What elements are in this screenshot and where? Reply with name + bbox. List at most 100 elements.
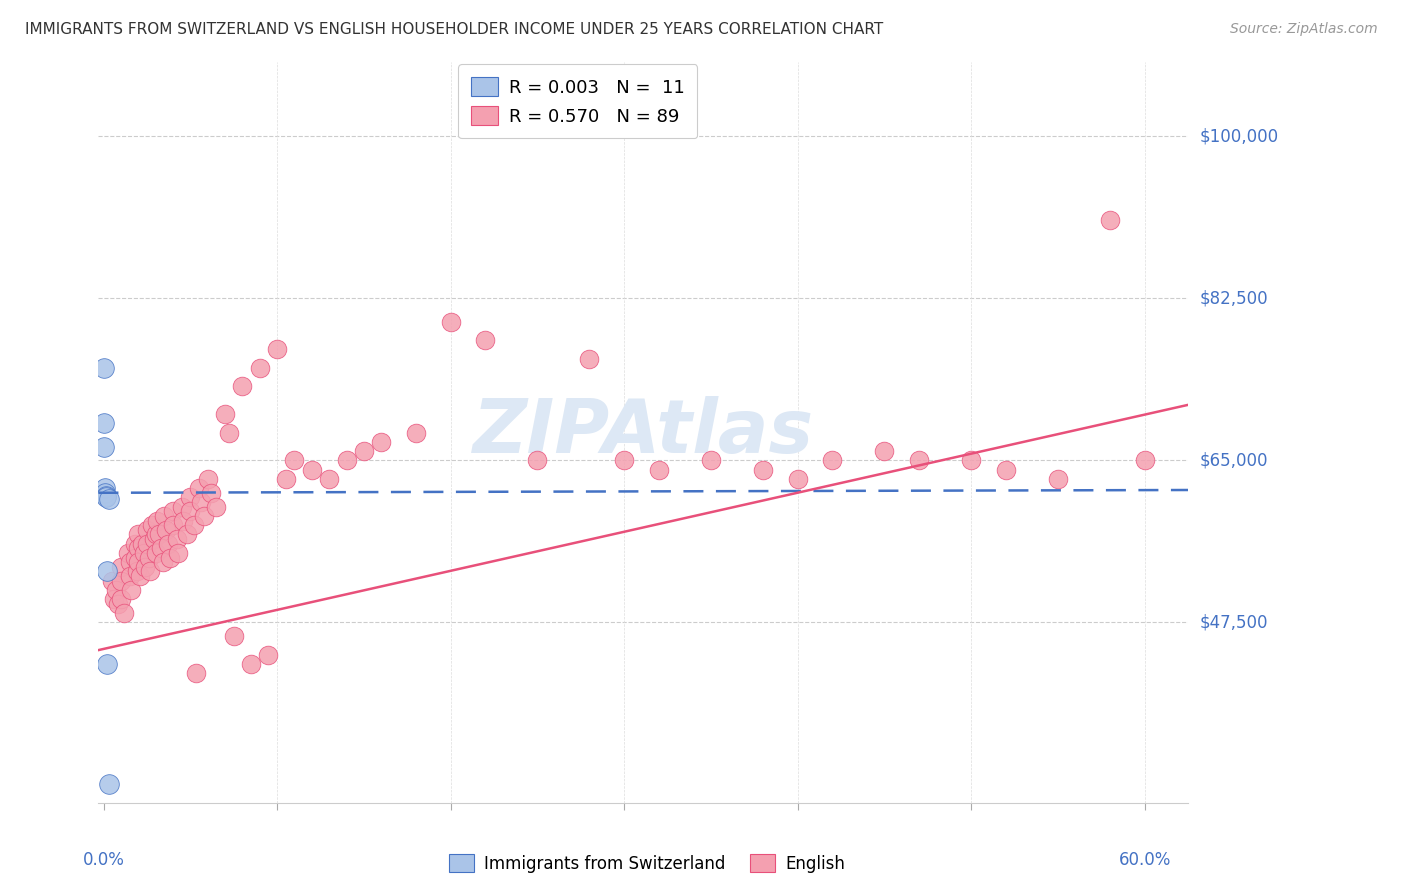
Point (94, 489, 117, 503)
Point (184, 666, 207, 681)
Point (156, 536, 179, 550)
Text: $65,000: $65,000 (1199, 451, 1268, 469)
Point (1046, 472, 1069, 486)
Point (110, 592, 132, 607)
Point (249, 360, 271, 375)
Point (197, 472, 219, 486)
Point (124, 550, 146, 565)
Point (96, 491, 118, 505)
Point (218, 425, 240, 440)
Point (104, 582, 127, 597)
Point (145, 546, 167, 560)
Point (172, 514, 194, 528)
Point (124, 536, 146, 550)
Point (107, 597, 129, 611)
Point (301, 462, 323, 476)
Point (149, 541, 172, 556)
Point (167, 546, 190, 560)
Point (188, 481, 211, 495)
Point (141, 518, 163, 533)
Point (146, 514, 169, 528)
Point (274, 472, 297, 486)
Point (613, 453, 636, 467)
Point (118, 555, 141, 569)
Text: 0.0%: 0.0% (83, 851, 125, 869)
Point (648, 462, 671, 476)
Point (120, 582, 142, 597)
Point (132, 546, 155, 560)
Point (127, 555, 149, 569)
Point (93, 440, 115, 454)
Point (1098, 212, 1121, 227)
Point (97, 492, 120, 507)
Point (94, 485, 117, 500)
Point (578, 351, 600, 366)
Point (240, 657, 263, 671)
Point (200, 485, 222, 500)
Point (474, 333, 496, 347)
Point (148, 527, 170, 541)
Point (231, 379, 253, 393)
Point (318, 472, 340, 486)
Point (93, 360, 115, 375)
Point (93, 417, 115, 431)
Point (136, 523, 159, 537)
Text: 60.0%: 60.0% (1119, 851, 1171, 869)
Point (139, 565, 162, 579)
Point (127, 541, 149, 556)
Point (142, 532, 165, 546)
Text: Source: ZipAtlas.com: Source: ZipAtlas.com (1230, 22, 1378, 37)
Point (159, 550, 181, 565)
Point (526, 453, 548, 467)
Point (155, 523, 177, 537)
Point (335, 453, 357, 467)
Point (103, 592, 125, 607)
Point (110, 559, 132, 574)
Point (176, 527, 198, 541)
Point (266, 343, 288, 357)
Point (257, 648, 280, 662)
Point (136, 536, 159, 550)
Point (440, 314, 463, 328)
Point (114, 606, 136, 620)
Point (101, 574, 124, 588)
Point (205, 500, 228, 514)
Point (752, 462, 775, 476)
Point (193, 508, 215, 523)
Point (131, 536, 153, 550)
Point (179, 491, 201, 505)
Point (700, 453, 723, 467)
Point (145, 527, 167, 541)
Point (166, 532, 188, 546)
Point (179, 504, 201, 518)
Text: $100,000: $100,000 (1199, 128, 1278, 145)
Point (283, 453, 305, 467)
Point (97, 777, 120, 791)
Point (370, 434, 392, 449)
Point (162, 504, 184, 518)
Point (1133, 453, 1156, 467)
Point (153, 508, 176, 523)
Point (129, 569, 152, 583)
Point (908, 453, 931, 467)
Point (190, 495, 212, 509)
Point (96, 657, 118, 671)
Text: ZIPAtlas: ZIPAtlas (472, 396, 814, 469)
Point (117, 546, 139, 560)
Point (873, 444, 896, 458)
Text: $82,500: $82,500 (1199, 289, 1268, 308)
Point (821, 453, 844, 467)
Point (138, 550, 160, 565)
Point (786, 472, 808, 486)
Point (152, 555, 174, 569)
Text: IMMIGRANTS FROM SWITZERLAND VS ENGLISH HOUSEHOLDER INCOME UNDER 25 YEARS CORRELA: IMMIGRANTS FROM SWITZERLAND VS ENGLISH H… (25, 22, 883, 37)
Point (353, 444, 375, 458)
Point (96, 565, 118, 579)
Point (960, 453, 983, 467)
Point (118, 569, 141, 583)
Point (127, 527, 149, 541)
Point (125, 565, 148, 579)
Point (183, 518, 205, 533)
Point (110, 574, 132, 588)
Point (134, 559, 156, 574)
